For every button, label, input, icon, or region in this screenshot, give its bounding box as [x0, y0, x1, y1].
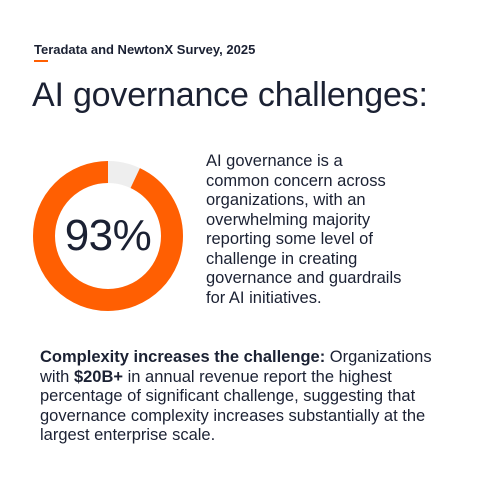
note-text-2: in annual revenue report the highest per…: [40, 367, 426, 445]
source-label: Teradata and NewtonX Survey, 2025: [34, 42, 256, 57]
note-highlight: $20B+: [73, 367, 124, 386]
complexity-note: Complexity increases the challenge: Orga…: [40, 348, 450, 446]
page-title: AI governance challenges:: [32, 76, 428, 114]
stat-description: AI governance is a common concern across…: [206, 152, 402, 307]
donut-progress-arc: [33, 161, 183, 311]
note-text-1: Organizations with: [40, 348, 432, 386]
note-lead: Complexity increases the challenge:: [40, 348, 326, 366]
accent-underline: [34, 60, 48, 62]
stat-donut: 93%: [32, 160, 184, 312]
stat-value: 93%: [64, 211, 152, 260]
